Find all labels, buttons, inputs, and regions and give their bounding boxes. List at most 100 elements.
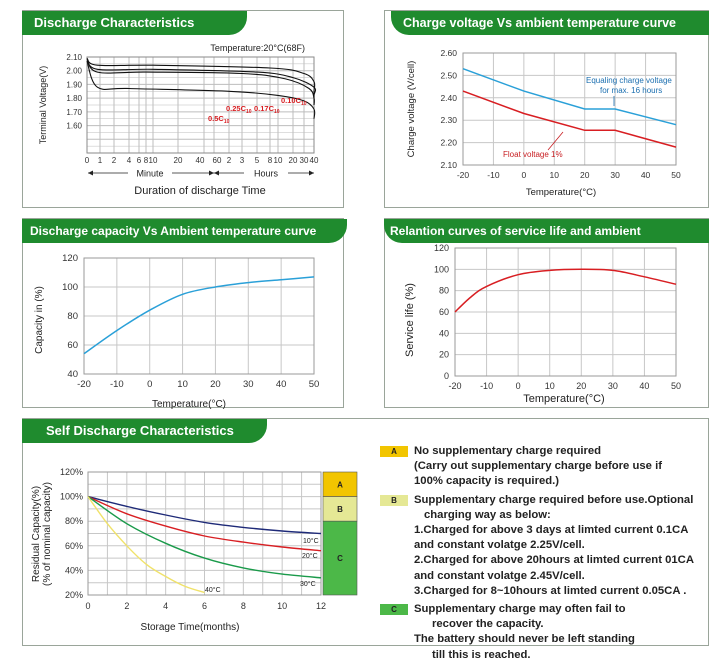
- discharge-y-tick-label: 1.90: [66, 80, 82, 89]
- discharge-range-label-bg: [244, 167, 288, 179]
- self-discharge-x-tick-label: 8: [241, 601, 246, 611]
- capacity-x-tick-label: -20: [77, 379, 91, 390]
- discharge-y-tick-label: 2.10: [66, 53, 82, 62]
- discharge-x-tick-label: 0: [85, 156, 90, 165]
- legend-item-b: B Supplementary charge required before u…: [380, 493, 710, 599]
- discharge-x-axis-label: Duration of discharge Time: [134, 185, 265, 197]
- discharge-range-label-bg: [128, 167, 172, 179]
- discharge-series-label: 0.25C10: [226, 104, 252, 115]
- discharge-x-tick-label: 10: [149, 156, 158, 165]
- self-discharge-x-tick-label: 2: [124, 601, 129, 611]
- legend-badge-c: C: [380, 604, 408, 616]
- legend-b-line-1: Supplementary charge required before use…: [414, 493, 694, 506]
- self-discharge-series-label: 30°C: [300, 580, 316, 588]
- self-discharge-y-tick-label: 40%: [65, 565, 83, 575]
- capacity-x-tick-label: 50: [309, 379, 320, 390]
- discharge-series-line-3: [86, 57, 316, 99]
- charge-voltage-label-leader: [547, 131, 564, 151]
- self-discharge-header: Self Discharge Characteristics: [22, 419, 267, 443]
- capacity-header: Discharge capacity Vs Ambient temperatur…: [22, 219, 347, 262]
- charge-voltage-y-tick-label: 2.10: [440, 160, 457, 170]
- charge-voltage-y-axis-label: Charge voltage (V/cell): [406, 61, 417, 158]
- service-life-x-tick-label: 0: [516, 381, 521, 391]
- charge-voltage-x-axis-label: Temperature(°C): [526, 187, 596, 198]
- capacity-x-tick-label: 40: [276, 379, 287, 390]
- legend-b-line-3: 1.Charged for above 3 days at limted cur…: [414, 524, 689, 537]
- service-life-y-tick-label: 80: [439, 286, 449, 296]
- service-life-y-tick-label: 20: [439, 350, 449, 360]
- discharge-x-tick-label: 60: [213, 156, 222, 165]
- service-life-x-axis-label: Temperature(°C): [523, 393, 604, 405]
- discharge-series-label-subscript: 10: [301, 101, 307, 107]
- discharge-x-tick-label: 10: [274, 156, 283, 165]
- self-discharge-x-tick-label: 12: [316, 601, 326, 611]
- discharge-series-label: 0.17C10: [254, 104, 280, 115]
- legend-c-line-4: till this is reached.: [432, 648, 531, 661]
- self-discharge-series-line-2: [87, 496, 322, 579]
- discharge-x-tick-label: 4: [127, 156, 132, 165]
- discharge-x-tick-label: 8: [144, 156, 149, 165]
- charge-voltage-y-tick-label: 2.60: [440, 48, 457, 58]
- self-discharge-x-tick-label: 10: [277, 601, 287, 611]
- legend-b-line-4: and constant volatge 2.25V/cell.: [414, 539, 585, 552]
- discharge-y-tick-label: 1.70: [66, 108, 82, 117]
- self-discharge-series-line-3: [87, 496, 205, 594]
- service-life-y-tick-label: 40: [439, 328, 449, 338]
- capacity-y-axis-label: Capacity in (%): [34, 286, 45, 354]
- legend-a-line-1: No supplementary charge required: [414, 445, 602, 457]
- service-life-x-tick-label: 50: [671, 381, 681, 391]
- legend-b-line-5: 2.Charged for above 20hours at limted cu…: [414, 554, 694, 567]
- charge-voltage-y-tick-label: 2.30: [440, 115, 457, 125]
- discharge-series-line-0: [86, 60, 316, 119]
- charge-voltage-x-tick-label: -10: [487, 170, 500, 180]
- charge-voltage-series-label: Float voltage 1%: [503, 150, 563, 159]
- capacity-x-axis-label: Temperature(°C): [152, 399, 226, 410]
- charge-voltage-series-line-1: [462, 90, 677, 148]
- capacity-plot-frame: [83, 257, 315, 375]
- self-discharge-series-label: 20°C: [302, 552, 318, 560]
- legend-b-line-7: 3.Charged for 8~10hours at limted curren…: [414, 584, 687, 597]
- service-life-y-tick-label: 0: [444, 371, 449, 381]
- discharge-x-tick-label: 1: [98, 156, 103, 165]
- service-life-x-tick-label: -10: [480, 381, 493, 391]
- charge-voltage-series-line-0: [462, 67, 677, 126]
- legend-badge-a: A: [380, 446, 408, 457]
- legend-a-line-2: (Carry out supplementary charge before u…: [414, 460, 662, 473]
- self-discharge-y-tick-label: 120%: [60, 467, 83, 477]
- capacity-y-tick-label: 40: [67, 369, 78, 380]
- self-discharge-series-line-0: [87, 495, 322, 535]
- self-discharge-series-label: 40°C: [205, 586, 221, 594]
- service-life-x-tick-label: -20: [448, 381, 461, 391]
- discharge-x-tick-label: 8: [268, 156, 273, 165]
- self-discharge-y-axis-label-1: Residual Capacity(%): [31, 486, 42, 582]
- charge-voltage-x-tick-label: 40: [641, 170, 651, 180]
- capacity-x-tick-label: 30: [243, 379, 254, 390]
- discharge-header: Discharge Characteristics: [22, 11, 247, 35]
- discharge-x-tick-label: 3: [240, 156, 245, 165]
- self-discharge-zone-label: C: [337, 554, 343, 563]
- discharge-series-label: 0.10C10: [281, 96, 307, 107]
- charge-voltage-series-label: Equaling charge voltage: [586, 76, 672, 85]
- charge-voltage-series-label: for max. 16 hours: [600, 86, 662, 95]
- capacity-x-tick-label: 20: [210, 379, 221, 390]
- discharge-panel: Discharge Characteristics: [22, 10, 344, 208]
- self-discharge-zone-label: B: [337, 505, 343, 514]
- self-discharge-series-line-1: [87, 495, 322, 552]
- discharge-x-tick-label: 20: [289, 156, 298, 165]
- legend-item-a: A No supplementary charge required (Carr…: [380, 444, 710, 490]
- discharge-x-tick-label: 2: [227, 156, 232, 165]
- discharge-x-tick-label: 30: [300, 156, 309, 165]
- discharge-x-tick-label: 40: [310, 156, 319, 165]
- self-discharge-x-tick-label: 4: [163, 601, 168, 611]
- capacity-series-line-0: [83, 276, 315, 355]
- discharge-series-label: 0.5C10: [208, 114, 230, 125]
- self-discharge-y-axis-label-2: (% of nominal capacity): [42, 482, 53, 586]
- discharge-x-tick-label: 6: [137, 156, 142, 165]
- discharge-series-label-subscript: 10: [224, 119, 230, 125]
- service-life-x-tick-label: 10: [545, 381, 555, 391]
- discharge-x-tick-label: 40: [196, 156, 205, 165]
- charge-voltage-x-tick-label: 30: [610, 170, 620, 180]
- charge-voltage-x-tick-label: 10: [550, 170, 560, 180]
- discharge-series-label-subscript: 10: [246, 109, 252, 115]
